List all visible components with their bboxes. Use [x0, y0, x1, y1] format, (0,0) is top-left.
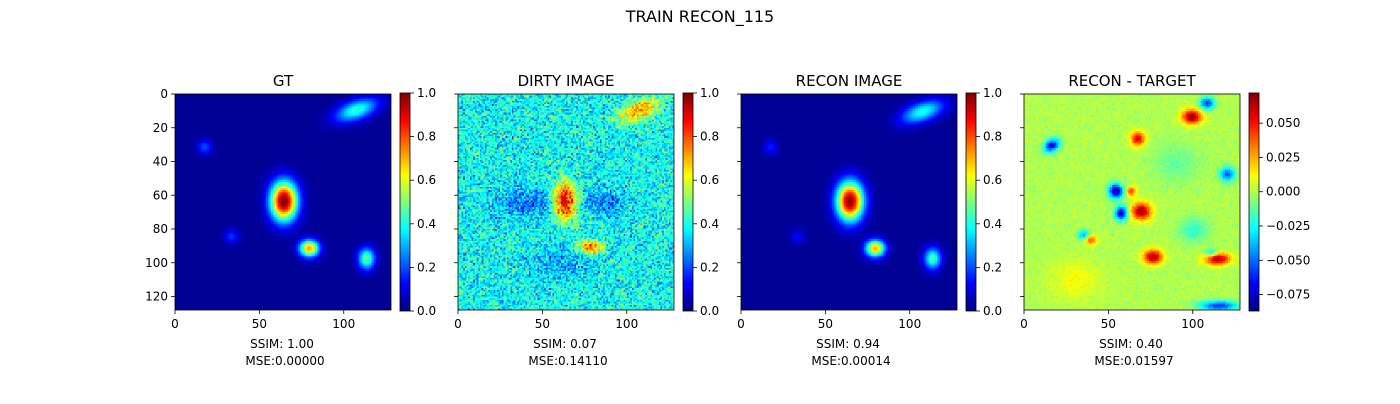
- colorbar-tick-label: −0.050: [1266, 253, 1310, 267]
- panel-title: RECON IMAGE: [796, 72, 903, 90]
- panel-title: RECON - TARGET: [1068, 72, 1196, 90]
- colorbar-tick-label: −0.075: [1266, 288, 1310, 302]
- heatmap-image: [741, 94, 957, 310]
- colorbar-gradient: [400, 93, 410, 311]
- colorbar-frame: [399, 92, 411, 312]
- colorbar-tick-label: 0.0: [417, 304, 436, 318]
- colorbar-tick-label: 0.4: [417, 217, 436, 231]
- colorbar-tick-label: 0.8: [983, 130, 1002, 144]
- x-tick-label: 100: [1181, 317, 1204, 331]
- x-tick-label: 0: [737, 317, 745, 331]
- panel-2: DIRTY IMAGE 0 50 100 0.0 0.2 0.4 0.6 0.8 1.0 SSIM:…: [454, 72, 719, 368]
- colorbar-tick-label: 1.0: [417, 86, 436, 100]
- colorbar-gradient: [1249, 93, 1259, 311]
- y-tick-label: 120: [145, 290, 168, 304]
- x-tick-label: 0: [454, 317, 462, 331]
- colorbar-tick-label: 0.4: [700, 217, 719, 231]
- colorbar-tick-label: 0.6: [983, 173, 1002, 187]
- mse-label: MSE:0.00000: [245, 354, 324, 368]
- x-tick-label: 50: [1101, 317, 1116, 331]
- colorbar-tick-label: 0.050: [1266, 116, 1300, 130]
- colorbar-tick-label: 0.6: [700, 173, 719, 187]
- colorbar-tick-label: 1.0: [700, 86, 719, 100]
- panel-title: DIRTY IMAGE: [518, 72, 615, 90]
- x-tick-label: 100: [615, 317, 638, 331]
- mse-label: MSE:0.00014: [811, 354, 890, 368]
- axes-frame: [457, 93, 675, 311]
- heatmap-image: [1024, 94, 1240, 310]
- axes-frame: [1023, 93, 1241, 311]
- colorbar-tick-label: 0.000: [1266, 185, 1300, 199]
- x-tick-label: 50: [818, 317, 833, 331]
- colorbar-frame: [682, 92, 694, 312]
- x-tick-label: 50: [252, 317, 267, 331]
- y-tick-label: 100: [145, 256, 168, 270]
- colorbar-tick-label: 0.2: [983, 260, 1002, 274]
- heatmap-image: [175, 94, 391, 310]
- y-tick-label: 0: [160, 87, 168, 101]
- ssim-label: SSIM: 0.07: [533, 337, 597, 351]
- panel-4: RECON - TARGET 0 50 100 0.050 0.025 0.000 −0.02…: [1020, 72, 1310, 368]
- colorbar-gradient: [683, 93, 693, 311]
- colorbar-frame: [1248, 92, 1260, 312]
- y-tick-label: 80: [153, 222, 168, 236]
- panel-3: RECON IMAGE 0 50 100 0.0 0.2 0.4 0.6 0.8 1.0 SSIM:…: [737, 72, 1002, 368]
- colorbar-tick-label: 0.6: [417, 173, 436, 187]
- colorbar-tick-label: 0.8: [700, 130, 719, 144]
- x-tick-label: 100: [898, 317, 921, 331]
- colorbar-tick-label: 0.025: [1266, 150, 1300, 164]
- mse-label: MSE:0.01597: [1094, 354, 1173, 368]
- axes-frame: [740, 93, 958, 311]
- colorbar-tick-label: 0.2: [700, 260, 719, 274]
- x-tick-label: 100: [332, 317, 355, 331]
- colorbar-tick-label: 0.0: [700, 304, 719, 318]
- colorbar-tick-label: 0.2: [417, 260, 436, 274]
- heatmap-image: [458, 94, 674, 310]
- colorbar-frame: [965, 92, 977, 312]
- panel-1: GT 0 50 100 0 20 40 60 80 100 120 0.0 0.2 0.4 0.6 0.8 1.…: [145, 72, 436, 368]
- axes-frame: [174, 93, 392, 311]
- colorbar-tick-label: 1.0: [983, 86, 1002, 100]
- ssim-label: SSIM: 1.00: [250, 337, 314, 351]
- x-tick-label: 0: [1020, 317, 1028, 331]
- colorbar-tick-label: 0.4: [983, 217, 1002, 231]
- ssim-label: SSIM: 0.94: [816, 337, 880, 351]
- colorbar-tick-label: 0.8: [417, 130, 436, 144]
- panel-title: GT: [273, 72, 294, 90]
- colorbar-gradient: [966, 93, 976, 311]
- ssim-label: SSIM: 0.40: [1099, 337, 1163, 351]
- y-tick-label: 40: [153, 155, 168, 169]
- colorbar-tick-label: 0.0: [983, 304, 1002, 318]
- x-tick-label: 0: [171, 317, 179, 331]
- y-tick-label: 60: [153, 188, 168, 202]
- panels: GT 0 50 100 0 20 40 60 80 100 120 0.0 0.2 0.4 0.6 0.8 1.…: [145, 72, 1310, 368]
- colorbar-tick-label: −0.025: [1266, 219, 1310, 233]
- y-tick-label: 20: [153, 121, 168, 135]
- figure-suptitle: TRAIN RECON_115: [625, 7, 774, 27]
- mse-label: MSE:0.14110: [528, 354, 607, 368]
- x-tick-label: 50: [535, 317, 550, 331]
